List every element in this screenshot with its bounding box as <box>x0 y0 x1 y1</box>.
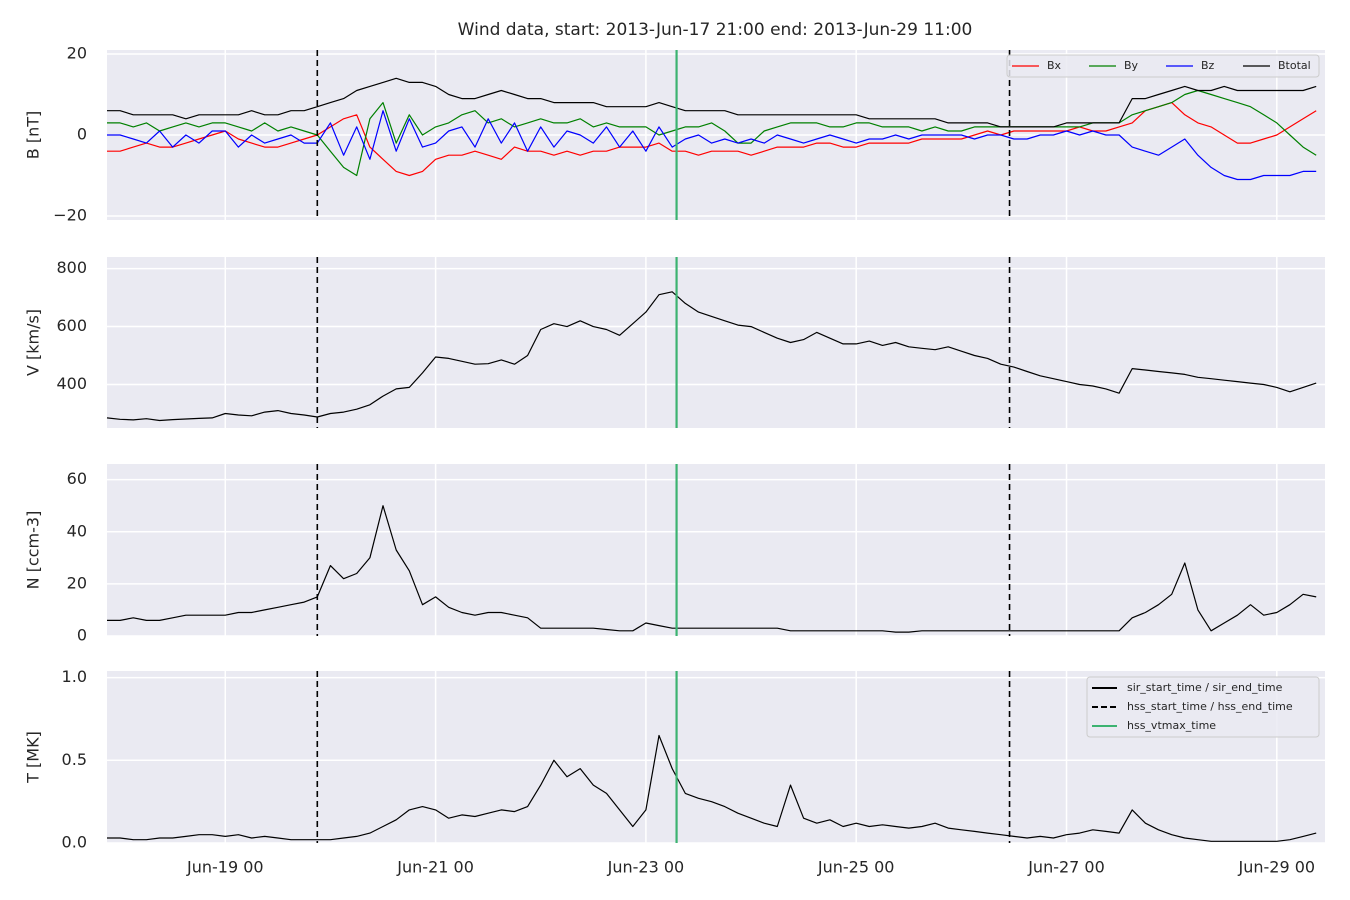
y-tick-label: 600 <box>56 316 87 335</box>
legend-label: Btotal <box>1278 59 1311 72</box>
y-tick-label: −20 <box>53 205 87 224</box>
x-tick-label: Jun-27 00 <box>1027 858 1105 877</box>
data-line <box>107 102 1317 177</box>
y-tick-label: 800 <box>56 258 87 277</box>
x-tick-label: Jun-23 00 <box>607 858 685 877</box>
y-axis-label: T [MK] <box>24 731 43 784</box>
y-tick-label: 0.5 <box>62 750 87 769</box>
data-line <box>107 77 1317 128</box>
legend-label: hss_start_time / hss_end_time <box>1127 700 1293 713</box>
chart-title: Wind data, start: 2013-Jun-17 21:00 end:… <box>458 20 973 40</box>
y-axis-label: B [nT] <box>24 111 43 159</box>
x-tick-label: Jun-29 00 <box>1238 858 1316 877</box>
legend-label: By <box>1124 59 1139 72</box>
y-tick-label: 1.0 <box>62 667 87 686</box>
y-tick-label: 0 <box>77 125 87 144</box>
legend-label: Bz <box>1201 59 1215 72</box>
plot-area <box>107 257 1325 428</box>
data-line <box>106 291 1317 422</box>
legend-label: Bx <box>1047 59 1062 72</box>
y-axis-label: V [km/s] <box>24 309 43 376</box>
data-line <box>107 734 1317 842</box>
y-axis-label: N [ccm-3] <box>24 511 43 590</box>
x-tick-label: Jun-19 00 <box>186 858 264 877</box>
y-tick-label: 20 <box>67 573 87 592</box>
x-tick-label: Jun-21 00 <box>396 858 474 877</box>
legend-label: sir_start_time / sir_end_time <box>1127 681 1283 694</box>
y-tick-label: 40 <box>67 521 87 540</box>
legend-label: hss_vtmax_time <box>1127 719 1216 732</box>
data-line <box>107 505 1317 633</box>
y-tick-label: 60 <box>67 469 87 488</box>
data-line <box>107 110 1317 181</box>
y-tick-label: 20 <box>67 44 87 63</box>
plot-area <box>107 464 1325 636</box>
x-tick-label: Jun-25 00 <box>817 858 895 877</box>
y-tick-label: 0.0 <box>62 833 87 852</box>
y-tick-label: 0 <box>77 626 87 645</box>
y-tick-label: 400 <box>56 374 87 393</box>
legend-box <box>1086 676 1320 738</box>
legend-box <box>1006 54 1320 78</box>
